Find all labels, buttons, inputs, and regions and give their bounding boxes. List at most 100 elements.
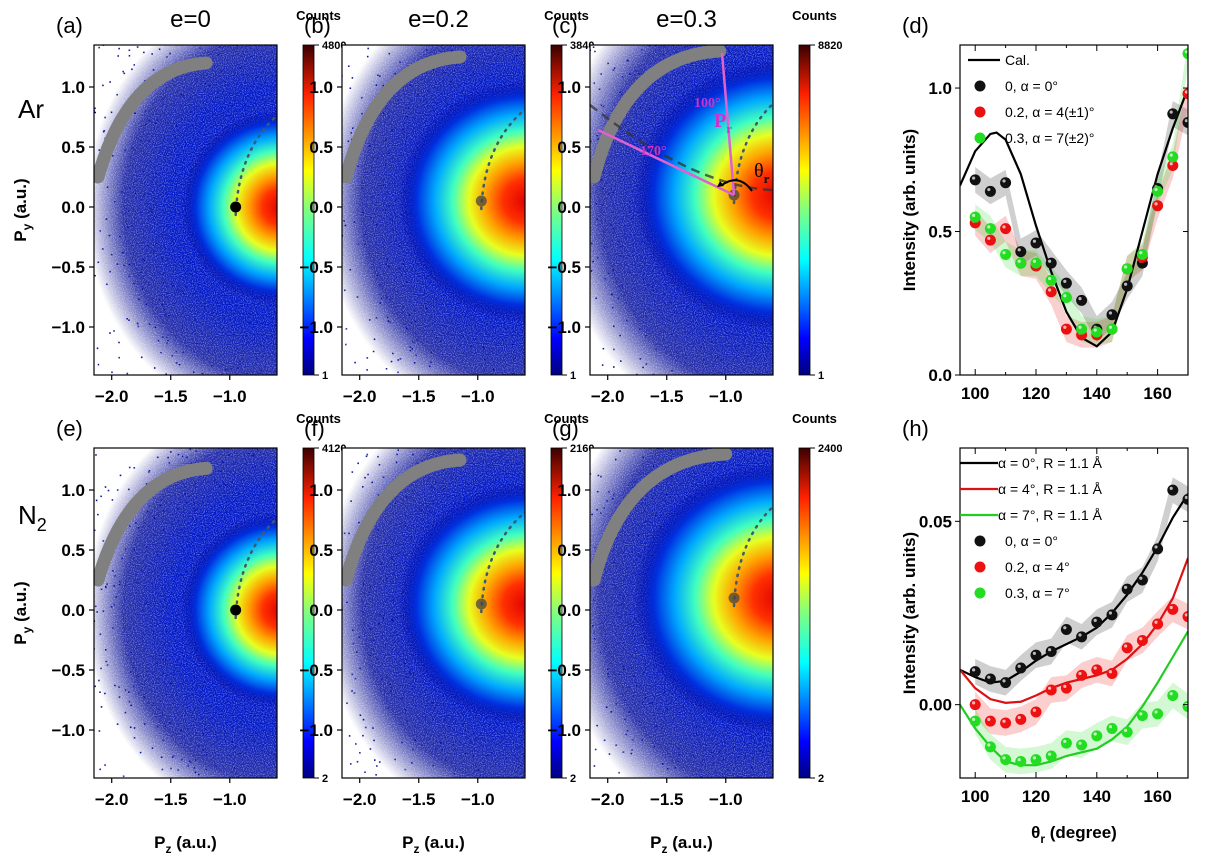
count-pixel: [1031, 609, 1033, 611]
count-pixel: [602, 33, 604, 35]
count-pixel: [481, 416, 483, 418]
count-pixel: [829, 429, 831, 431]
count-pixel: [435, 787, 437, 789]
count-pixel: [79, 188, 81, 190]
count-pixel: [300, 849, 302, 851]
count-pixel: [522, 833, 524, 835]
count-pixel: [899, 328, 901, 330]
count-pixel: [561, 380, 563, 382]
count-pixel: [955, 266, 957, 268]
count-pixel: [538, 51, 540, 53]
count-pixel: [797, 404, 799, 406]
count-pixel: [135, 17, 137, 19]
count-pixel: [355, 809, 357, 811]
count-pixel: [889, 70, 891, 72]
count-pixel: [581, 328, 583, 330]
count-pixel: [404, 781, 406, 783]
data-point: [984, 234, 996, 246]
count-pixel: [336, 484, 338, 486]
count-pixel: [750, 15, 752, 17]
dotted-trajectory: [480, 107, 525, 211]
count-pixel: [563, 189, 565, 191]
count-pixel: [865, 397, 867, 399]
data-point: [1121, 263, 1133, 275]
legend: Cal.0, α = 0°0.2, α = 4(±1)°0.3, α = 7(±…: [968, 52, 1094, 146]
panel-g: −2.0 −1.5 −1.01.00.50.0−0.5−1.0(g)Pz (a.u.…: [547, 315, 1033, 856]
count-pixel: [341, 810, 343, 812]
count-pixel: [838, 55, 840, 57]
count-pixel: [842, 393, 844, 395]
count-pixel: [366, 445, 368, 447]
count-pixel: [598, 836, 600, 838]
count-pixel: [53, 126, 55, 128]
count-pixel: [895, 288, 897, 290]
count-pixel: [337, 367, 339, 369]
count-pixel: [574, 238, 576, 240]
count-pixel: [340, 365, 342, 367]
count-pixel: [221, 822, 223, 824]
count-pixel: [719, 31, 721, 33]
count-pixel: [372, 12, 374, 14]
y-tick-label: 0.5: [928, 223, 952, 242]
count-pixel: [318, 379, 320, 381]
count-pixel: [897, 404, 899, 406]
count-pixel: [536, 90, 538, 92]
count-pixel: [359, 29, 361, 31]
count-pixel: [544, 777, 546, 779]
count-pixel: [327, 704, 329, 706]
count-pixel: [1028, 174, 1030, 176]
count-pixel: [573, 461, 575, 463]
data-point-highlight: [1002, 179, 1006, 183]
count-pixel: [832, 25, 834, 27]
count-pixel: [534, 263, 536, 265]
y-tick-label: 0.5: [309, 541, 333, 560]
count-pixel: [427, 830, 429, 832]
count-pixel: [91, 177, 93, 179]
count-pixel: [54, 132, 56, 134]
count-pixel: [980, 13, 982, 15]
count-pixel: [431, 408, 433, 410]
count-pixel: [617, 383, 619, 385]
count-pixel: [236, 822, 238, 824]
distribution-core: [398, 80, 525, 322]
count-pixel: [529, 426, 531, 428]
count-pixel: [586, 440, 588, 442]
count-pixel: [390, 445, 392, 447]
count-pixel: [338, 70, 340, 72]
count-pixel: [622, 408, 624, 410]
count-pixel: [986, 72, 988, 74]
count-pixel: [625, 399, 627, 401]
panel-b: −2.0 −1.5 −1.01.00.50.0−0.5−1.0(b) e=0.2 Cou…: [299, 6, 721, 442]
count-pixel: [88, 523, 90, 525]
count-pixel: [872, 816, 874, 818]
count-pixel: [520, 6, 522, 8]
count-pixel: [338, 333, 340, 335]
count-pixel: [294, 602, 296, 604]
count-pixel: [338, 358, 340, 360]
count-pixel: [618, 28, 620, 30]
count-pixel: [338, 562, 340, 564]
count-pixel: [1016, 100, 1018, 102]
count-pixel: [168, 380, 170, 382]
count-pixel: [582, 76, 584, 78]
count-pixel: [541, 828, 543, 830]
count-pixel: [392, 20, 394, 22]
count-pixel: [749, 1, 751, 3]
count-pixel: [146, 788, 148, 790]
count-pixel: [881, 326, 883, 328]
count-pixel: [853, 315, 855, 317]
count-pixel: [34, 268, 36, 270]
count-pixel: [733, 444, 735, 446]
count-pixel: [329, 60, 331, 62]
count-pixel: [284, 465, 286, 467]
count-pixel: [329, 381, 331, 383]
count-pixel: [459, 823, 461, 825]
count-pixel: [459, 445, 461, 447]
count-pixel: [367, 31, 369, 33]
data-point-highlight: [1154, 187, 1158, 192]
count-pixel: [343, 812, 345, 814]
colorbar-max-label: 8820: [818, 40, 842, 52]
count-pixel: [351, 833, 353, 835]
count-pixel: [360, 11, 362, 13]
count-pixel: [287, 438, 289, 440]
